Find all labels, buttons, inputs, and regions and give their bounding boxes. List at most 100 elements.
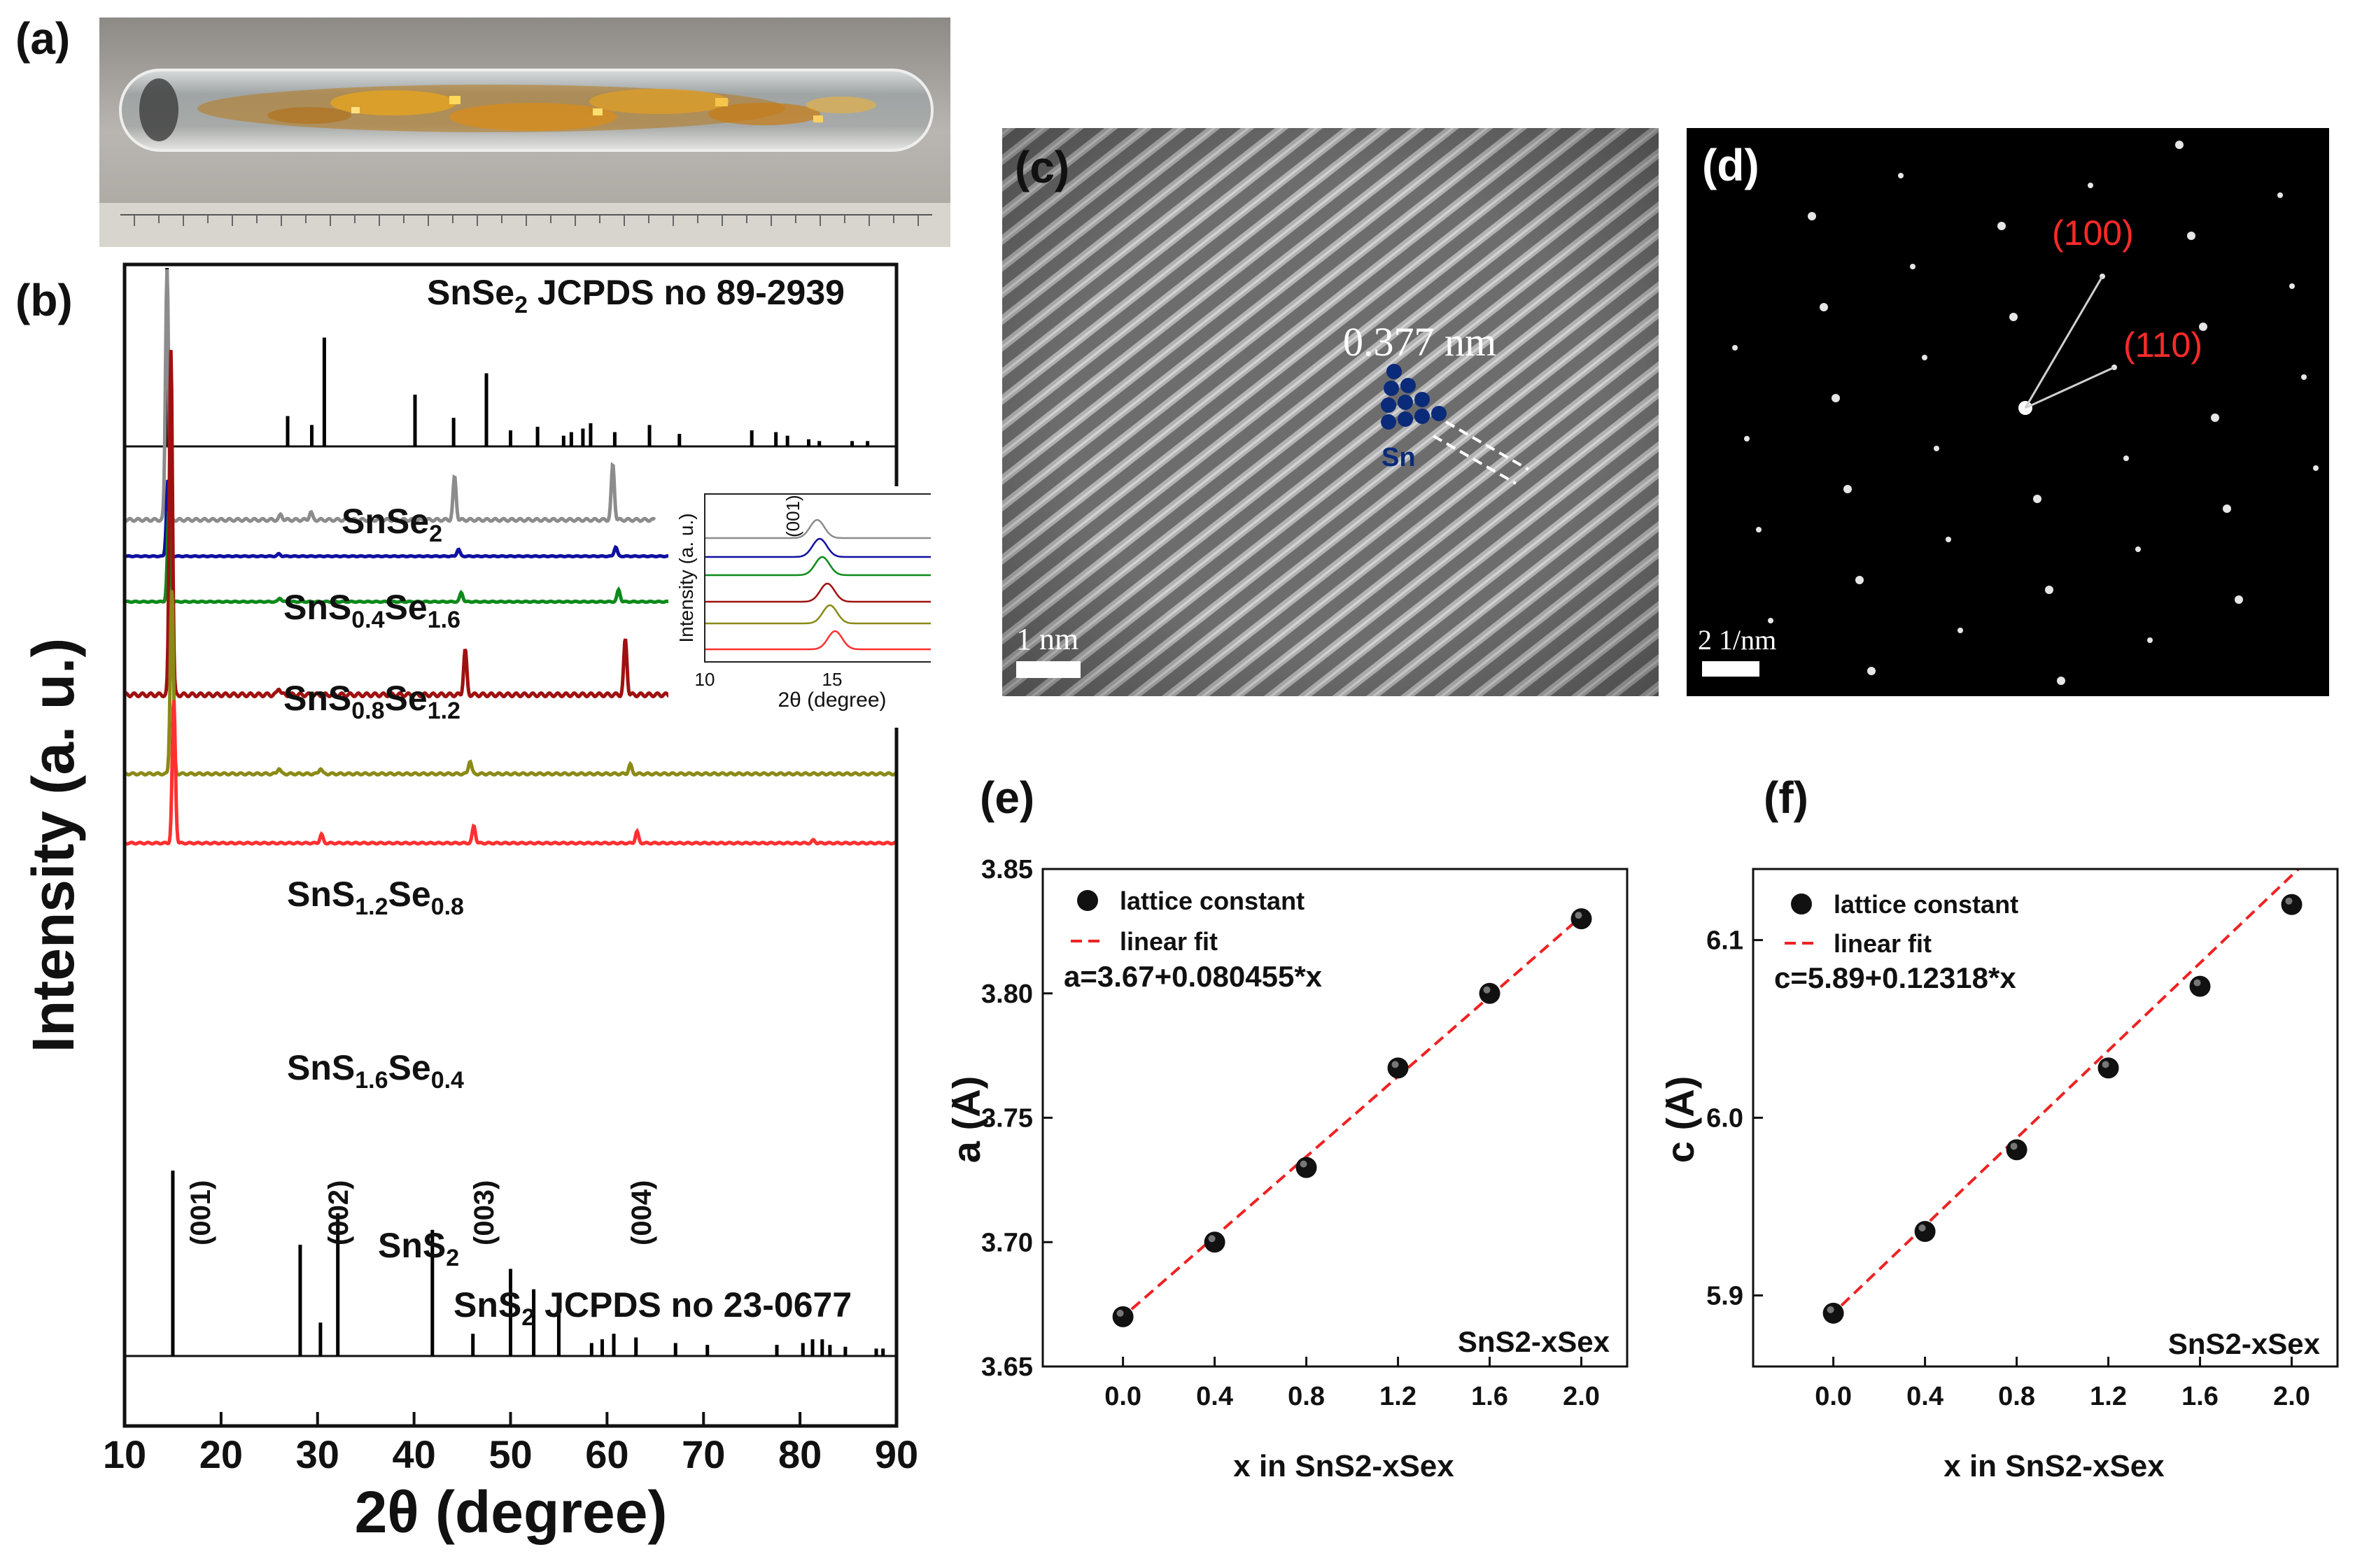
lattice-a-frame (1041, 868, 1629, 1368)
data-point (1479, 982, 1500, 1004)
diffraction-spot (1922, 355, 1927, 360)
inset-plot-area (705, 518, 931, 651)
xrd-tick-label: 20 (199, 1432, 243, 1476)
diffraction-spot (2057, 677, 2065, 685)
diffraction-spot (2088, 183, 2093, 188)
diffraction-spot (2223, 504, 2231, 513)
xrd-plot-area (123, 268, 898, 1357)
inset-xtick-10: 10 (695, 669, 715, 690)
diffraction-spot (1843, 485, 1852, 493)
d-spacing-line-2 (1433, 435, 1517, 485)
diffraction-spot (1855, 576, 1864, 584)
data-point (1822, 1302, 1844, 1324)
lattice-a-x-axis-label: x in SnS2-xSex (1233, 1449, 1454, 1483)
spot-label-100: (100) (2052, 213, 2134, 253)
vector-110 (2025, 366, 2115, 409)
data-point (1387, 1057, 1409, 1079)
data-point-highlight (1300, 1160, 1307, 1168)
inset-series-SnS16Se04 (705, 604, 931, 625)
xrd-inset: (001) 10 15 20 2θ (degree) Intensity (a.… (668, 486, 931, 728)
spot-label-110: (110) (2123, 325, 2202, 365)
data-point-highlight (2285, 897, 2293, 905)
ref-label-sns2: SnS2 JCPDS no 23-0677 (454, 1285, 852, 1331)
panel-label-c: (c) (1015, 142, 1069, 192)
y-tick-label: 6.0 (1706, 1104, 1743, 1133)
lattice-a-y-axis-label: a (Å) (952, 1076, 988, 1163)
diffraction-spot (1744, 436, 1750, 442)
diffraction-spot (1756, 527, 1762, 532)
scale-bar-label-c: 1 nm (1016, 622, 1078, 656)
sn-atom-lattice (1381, 364, 1447, 430)
xrd-x-axis-label: 2θ (degree) (355, 1479, 668, 1545)
data-point-highlight (1391, 1061, 1399, 1068)
diffraction-spot (2187, 232, 2195, 240)
xrd-tick-label: 50 (488, 1432, 532, 1476)
sample-label-snse2: SnSe2 (342, 502, 442, 547)
ampoule-photo (99, 17, 950, 247)
lattice-a-plot: 0.0 0.4 0.8 1.2 1.6 2.0 3.65 3.70 3.75 3.80 3.85 (981, 855, 1600, 1411)
diffraction-spot (1768, 618, 1773, 623)
diffraction-spot (2235, 595, 2243, 604)
annotation-004: (004) (626, 1180, 657, 1245)
saed-pattern: (d) (100) (110) 2 1/nm (1687, 128, 2329, 696)
data-point-highlight (1827, 1306, 1834, 1313)
sample-label-sns08se12: SnS0.8Se1.2 (283, 679, 461, 724)
diffraction-spot (2175, 141, 2184, 149)
data-point (2189, 975, 2211, 997)
xrd-x-ticks: 10 20 30 40 50 60 70 80 90 (103, 1412, 918, 1476)
diffraction-spot (1732, 345, 1738, 351)
x-tick-label: 2.0 (1563, 1382, 1600, 1411)
ref-label-snse2: SnSe2 JCPDS no 89-2939 (427, 273, 845, 318)
x-tick-label: 1.2 (1379, 1382, 1417, 1411)
scale-bar-c (1016, 661, 1081, 678)
xrd-y-axis-label: Intensity (a. u.) (20, 638, 86, 1053)
data-point (2097, 1057, 2119, 1079)
diffraction-spot (2009, 313, 2018, 321)
legend-label-c-points: lattice constant (1834, 890, 2018, 919)
y-tick-label: 6.1 (1706, 926, 1743, 956)
data-point-highlight (2102, 1061, 2109, 1068)
diffraction-spot (2135, 546, 2141, 552)
diffraction-spot (2123, 455, 2129, 461)
sample-label-sns2: SnS2 (378, 1226, 459, 1271)
diffraction-spot (2199, 323, 2207, 331)
series-line-SnS16Se04 (124, 590, 898, 777)
inset-series-SnS12Se08 (705, 582, 931, 603)
x-tick-label: 0.4 (1196, 1382, 1233, 1411)
x-tick-label: 2.0 (2273, 1382, 2310, 1411)
inset-series-SnSe2 (705, 518, 931, 539)
xrd-tick-label: 70 (682, 1432, 725, 1476)
diffraction-spot (1808, 212, 1816, 220)
x-tick-label: 0.8 (1288, 1382, 1325, 1411)
y-tick-label: 5.9 (1706, 1281, 1743, 1311)
crystal-flakes (197, 85, 876, 132)
inset-annotation-001: (001) (782, 495, 803, 537)
data-point-highlight (1208, 1235, 1216, 1243)
legend-label-c-fit: linear fit (1834, 929, 1932, 958)
xrd-tick-label: 80 (778, 1432, 822, 1476)
x-tick-label: 0.4 (1906, 1382, 1943, 1411)
lattice-c-x-axis-label: x in SnS2-xSex (1943, 1449, 2165, 1483)
inset-series-SnS2 (705, 630, 931, 651)
fit-equation-a: a=3.67+0.080455*x (1064, 960, 1323, 993)
diffraction-spot (2033, 495, 2041, 503)
lattice-c-chart: (f) 0.0 0.4 0.8 1.2 1.6 2.0 5.9 6.0 6.1 lattice … (1666, 772, 2339, 1483)
annotation-003: (003) (469, 1180, 500, 1245)
panel-label-a: (a) (15, 13, 71, 64)
compound-label-c: SnS2-xSex (2168, 1327, 2321, 1360)
data-point-highlight (1116, 1309, 1124, 1317)
y-tick-label: 3.75 (981, 1104, 1033, 1133)
legend-marker-c (1791, 894, 1812, 914)
x-tick-label: 1.6 (2181, 1382, 2219, 1411)
y-tick-label: 3.65 (981, 1352, 1033, 1382)
inset-series-SnS08Se12 (705, 556, 931, 577)
d-spacing-line-1 (1445, 421, 1529, 471)
scale-bar-d (1702, 661, 1759, 677)
data-point-highlight (2010, 1143, 2018, 1150)
annotation-002: (002) (323, 1180, 354, 1245)
data-point (2281, 894, 2303, 915)
lattice-c-plot: 0.0 0.4 0.8 1.2 1.6 2.0 5.9 6.0 6.1 (1706, 868, 2310, 1411)
inset-frame (704, 493, 931, 663)
inset-xtick-15: 15 (822, 669, 843, 690)
xrd-chart: 10 20 30 40 50 60 70 80 90 Intensity (a. u.) 2θ … (20, 262, 931, 1545)
